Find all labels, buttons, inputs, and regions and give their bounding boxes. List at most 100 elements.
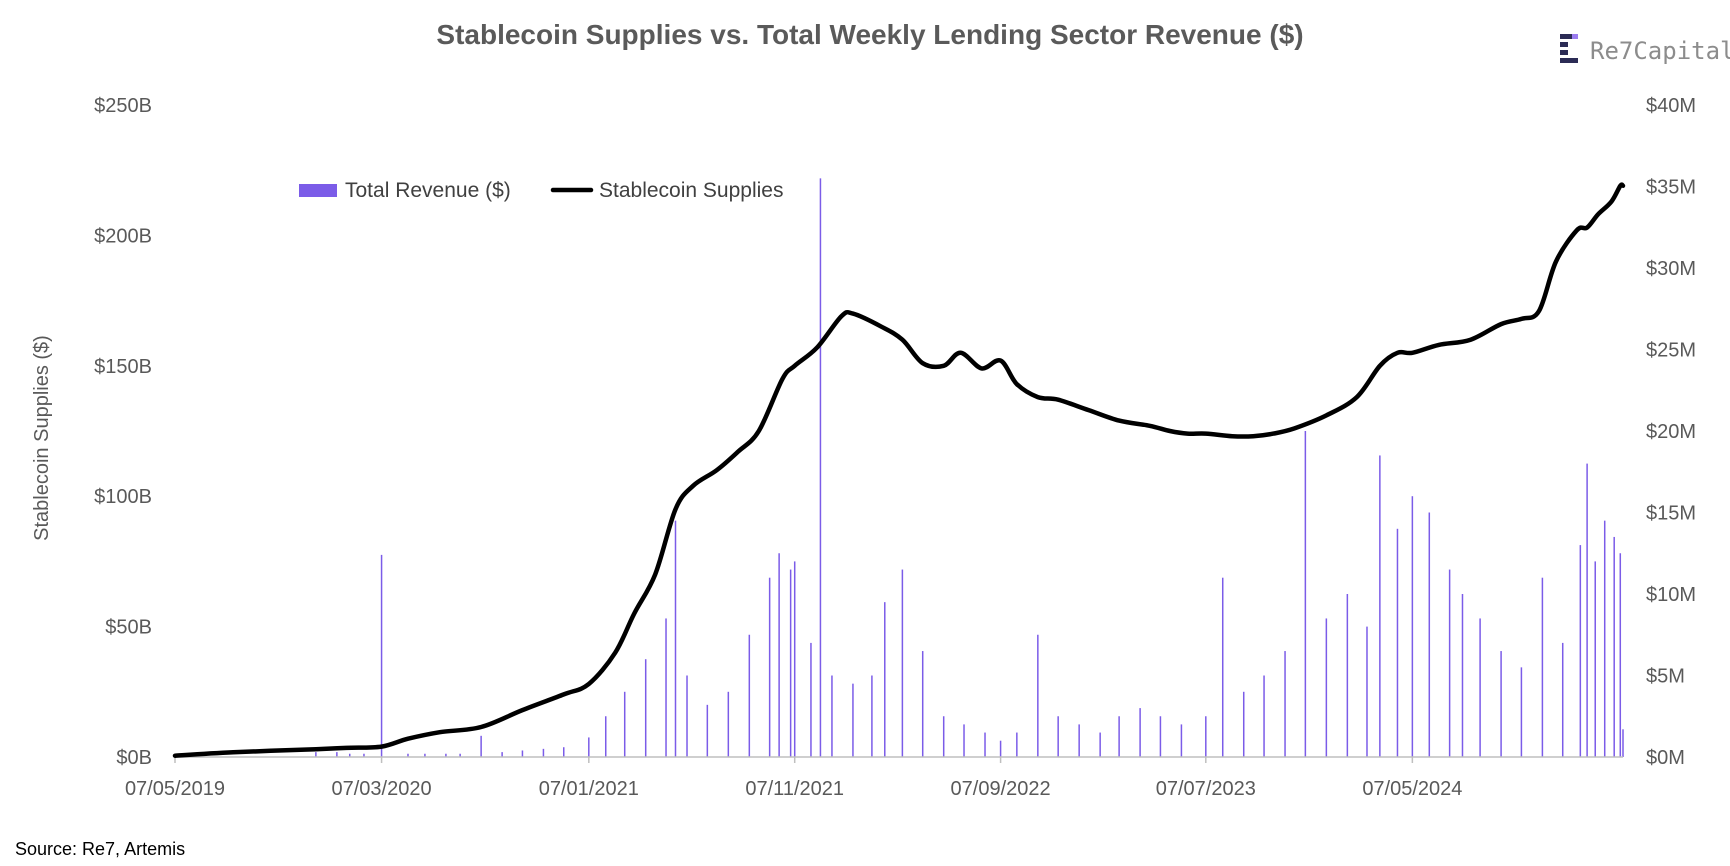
revenue-bar <box>380 554 383 757</box>
revenue-bar <box>1619 553 1622 757</box>
revenue-bar <box>363 753 365 757</box>
revenue-bar <box>1099 732 1101 757</box>
revenue-bar <box>1346 594 1349 757</box>
revenue-bar <box>1325 618 1328 757</box>
revenue-bar <box>1221 577 1224 757</box>
right-axis-ticks: $0M $5M $10M $15M $20M $25M $30M $35M $40M <box>1646 95 1696 769</box>
legend-revenue-label: Total Revenue ($) <box>345 179 511 202</box>
re7-logo-icon <box>1560 34 1578 63</box>
revenue-bar <box>1118 716 1120 757</box>
revenue-bar <box>1057 716 1059 757</box>
revenue-bar <box>963 724 965 757</box>
right-tick-label: $40M <box>1646 95 1696 117</box>
revenue-bar <box>1159 716 1162 757</box>
revenue-bar <box>588 737 590 757</box>
revenue-bar <box>1603 520 1606 757</box>
revenue-bar <box>1594 561 1596 757</box>
revenue-bar <box>542 748 545 757</box>
revenue-bar <box>501 752 503 757</box>
revenue-bar <box>644 659 647 757</box>
x-tick-label: 07/11/2021 <box>745 778 844 800</box>
revenue-bar <box>424 753 426 757</box>
revenue-bar <box>778 553 780 757</box>
revenue-bar <box>1461 594 1464 757</box>
revenue-bar <box>445 753 447 757</box>
revenue-bar <box>1622 729 1624 757</box>
revenue-bar <box>727 691 730 757</box>
revenue-bar <box>706 704 709 757</box>
left-tick-label: $0B <box>116 747 152 769</box>
revenue-bar <box>942 716 945 757</box>
revenue-bar <box>1139 708 1141 757</box>
right-tick-label: $10M <box>1646 584 1696 606</box>
legend-revenue-swatch <box>299 184 337 197</box>
source-text: Source: Re7, Artemis <box>15 839 185 859</box>
revenue-bar <box>1586 463 1588 757</box>
left-tick-label: $250B <box>94 95 152 117</box>
revenue-bar <box>1396 528 1399 757</box>
revenue-bar <box>748 634 751 757</box>
logo-text: Re7Capital <box>1590 37 1730 65</box>
revenue-bar <box>984 732 986 757</box>
revenue-bar <box>1448 569 1451 757</box>
revenue-bar <box>480 735 482 757</box>
right-tick-label: $20M <box>1646 421 1696 443</box>
revenue-bar <box>1379 455 1381 757</box>
revenue-bar <box>1541 577 1544 757</box>
x-tick-label: 07/05/2019 <box>125 778 225 800</box>
chart-title: Stablecoin Supplies vs. Total Weekly Len… <box>436 19 1303 50</box>
stablecoin-supply-line <box>172 182 1626 758</box>
revenue-bar <box>789 569 792 757</box>
revenue-bar <box>768 577 771 757</box>
revenue-bar <box>810 642 812 757</box>
x-tick-label: 07/05/2024 <box>1362 778 1462 800</box>
left-tick-label: $150B <box>94 356 152 378</box>
revenue-bar <box>1016 732 1018 757</box>
x-tick-label: 07/07/2023 <box>1156 778 1256 800</box>
right-tick-label: $15M <box>1646 503 1696 525</box>
legend: Total Revenue ($) Stablecoin Supplies <box>299 179 783 202</box>
revenue-bar <box>665 618 667 757</box>
x-tick-label: 07/03/2020 <box>332 778 432 800</box>
revenue-bar <box>1205 716 1207 757</box>
x-axis-ticks: 07/05/2019 07/03/2020 07/01/2021 07/11/2021… <box>125 757 1462 800</box>
revenue-bar <box>1428 512 1431 757</box>
left-axis-ticks: $0B $50B $100B $150B $200B $250B <box>94 95 152 769</box>
x-tick-label: 07/09/2022 <box>951 778 1051 800</box>
revenue-bar <box>1479 618 1481 757</box>
left-tick-label: $50B <box>105 617 152 639</box>
revenue-bar <box>1304 431 1307 757</box>
revenue-bar <box>1613 536 1615 757</box>
right-tick-label: $5M <box>1646 666 1685 688</box>
logo: Re7Capital <box>1560 34 1730 65</box>
revenue-bar <box>852 683 854 757</box>
revenue-bar <box>521 750 524 757</box>
revenue-bar <box>1561 642 1564 757</box>
revenue-bars <box>315 178 1624 758</box>
revenue-bar <box>563 747 565 757</box>
left-tick-label: $200B <box>94 225 152 247</box>
right-tick-label: $35M <box>1646 177 1696 199</box>
revenue-bar <box>348 753 351 757</box>
revenue-bar <box>407 753 409 757</box>
revenue-bar <box>1037 634 1039 757</box>
revenue-bar <box>1263 675 1265 757</box>
right-tick-label: $30M <box>1646 258 1696 280</box>
revenue-bar <box>1366 626 1368 757</box>
revenue-bar <box>315 752 317 757</box>
revenue-bar <box>1284 651 1286 757</box>
revenue-bar <box>604 716 607 757</box>
x-tick-label: 07/01/2021 <box>539 778 639 800</box>
revenue-bar <box>871 675 873 757</box>
left-tick-label: $100B <box>94 486 152 508</box>
left-axis-label: Stablecoin Supplies ($) <box>31 335 53 541</box>
revenue-bar <box>1078 724 1080 757</box>
revenue-bar <box>674 520 677 757</box>
revenue-bar <box>1579 545 1582 757</box>
legend-supply-label: Stablecoin Supplies <box>599 179 783 202</box>
revenue-bar <box>1500 651 1502 757</box>
revenue-bar <box>831 675 833 757</box>
revenue-bar <box>336 752 338 757</box>
revenue-bar <box>793 561 796 757</box>
revenue-bar <box>999 740 1002 757</box>
